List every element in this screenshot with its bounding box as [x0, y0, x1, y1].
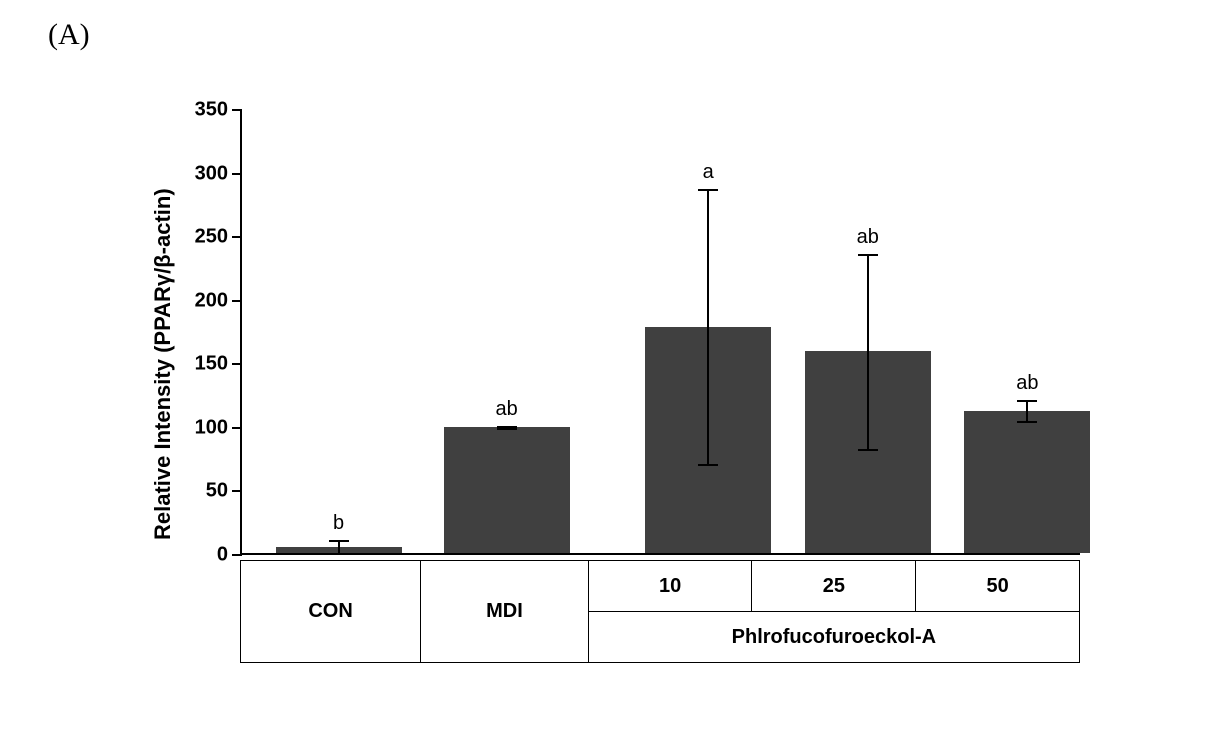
error-bar: [707, 189, 709, 464]
y-tick-label: 50: [206, 480, 228, 503]
y-tick: [232, 490, 242, 492]
y-tick-label: 300: [195, 162, 228, 185]
error-bar: [1026, 400, 1028, 420]
bar-group-p25: ab: [805, 108, 931, 553]
error-cap-top: [329, 540, 349, 542]
y-tick: [232, 554, 242, 556]
y-axis-title: Relative Intensity (PPARγ/β-actin): [150, 188, 176, 540]
error-cap-top: [698, 189, 718, 191]
bar: [964, 411, 1090, 553]
error-cap-bottom: [858, 449, 878, 451]
bar-chart: 050100150200250300350babaabab: [240, 110, 1080, 555]
significance-label: ab: [495, 398, 517, 421]
x-subgroup-row: CON MDI 10 25 50: [241, 561, 1080, 612]
significance-label: a: [703, 161, 714, 184]
y-tick-label: 100: [195, 416, 228, 439]
error-cap-bottom: [497, 428, 517, 430]
error-cap-top: [1017, 400, 1037, 402]
significance-label: ab: [857, 226, 879, 249]
y-tick: [232, 363, 242, 365]
significance-label: ab: [1016, 372, 1038, 395]
x-label-25: 25: [752, 561, 916, 612]
y-tick-label: 200: [195, 289, 228, 312]
x-label-phlrofucofuroeckol-a: Phlrofucofuroeckol-A: [588, 612, 1079, 663]
bar-group-p50: ab: [964, 108, 1090, 553]
bar: [444, 427, 570, 553]
error-cap-bottom: [1017, 421, 1037, 423]
bar-group-mdi: ab: [444, 108, 570, 553]
bar-group-p10: a: [645, 108, 771, 553]
x-label-mdi: MDI: [421, 561, 589, 663]
error-cap-bottom: [698, 464, 718, 466]
panel-label: (A): [48, 18, 90, 52]
plot-area: 050100150200250300350babaabab: [240, 110, 1080, 555]
x-label-10: 10: [588, 561, 752, 612]
error-bar: [867, 254, 869, 449]
y-tick-label: 150: [195, 353, 228, 376]
bar-group-con: b: [276, 108, 402, 553]
y-tick-label: 0: [217, 544, 228, 567]
y-tick: [232, 236, 242, 238]
error-cap-bottom: [329, 553, 349, 555]
x-label-con: CON: [241, 561, 421, 663]
y-tick: [232, 300, 242, 302]
figure-canvas: (A) 0 50 100 150 200 250 300 350 b ab a ab ab Relati…: [0, 0, 1229, 750]
y-tick-label: 250: [195, 226, 228, 249]
significance-label: b: [333, 512, 344, 535]
x-axis-group-table: CON MDI 10 25 50 Phlrofucofuroeckol-A: [240, 560, 1080, 663]
x-label-50: 50: [916, 561, 1080, 612]
error-cap-top: [858, 254, 878, 256]
y-tick: [232, 109, 242, 111]
y-tick: [232, 427, 242, 429]
y-tick-label: 350: [195, 99, 228, 122]
y-tick: [232, 173, 242, 175]
